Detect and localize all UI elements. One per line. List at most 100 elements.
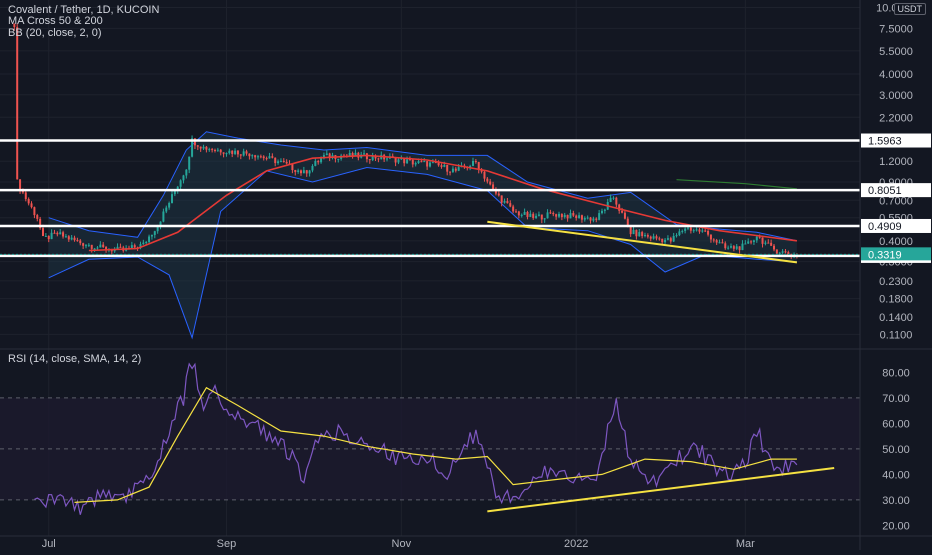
candle-body [589, 217, 592, 221]
time-tick-label: Sep [217, 538, 237, 550]
level-label: 1.5963 [868, 136, 902, 148]
candle-body [90, 244, 93, 249]
candle-body [274, 157, 277, 164]
candle-body [282, 160, 285, 162]
rsi-label[interactable]: RSI (14, close, SMA, 14, 2) [8, 353, 142, 365]
candle-body [87, 244, 90, 246]
candle-body [176, 186, 179, 191]
candle-body [162, 211, 165, 222]
bollinger-label[interactable]: BB (20, close, 2, 0) [8, 27, 102, 39]
candle-body [486, 178, 489, 182]
candle-body [76, 240, 79, 242]
candle-body [133, 245, 136, 248]
candle-body [755, 236, 758, 241]
candle-body [675, 235, 678, 237]
candle-body [148, 236, 151, 242]
candle-body [741, 243, 744, 251]
price-tick-label: 0.1800 [879, 294, 913, 306]
candle-body [328, 153, 331, 159]
candle-body [305, 170, 308, 174]
candle-body [225, 153, 228, 155]
candle-body [635, 229, 638, 237]
candle-body [724, 243, 727, 249]
candle-body [363, 153, 366, 155]
candle-body [105, 247, 108, 251]
candle-body [202, 146, 205, 149]
rsi-trendline[interactable] [487, 467, 835, 513]
candle-body [50, 232, 53, 240]
candle-body [469, 165, 472, 168]
trendline-layer [487, 220, 798, 264]
candle-body [500, 195, 503, 203]
level-label-box [861, 133, 931, 148]
candle-body [417, 161, 420, 164]
candle-body [560, 213, 563, 218]
candle-body [291, 163, 294, 171]
candle-body [600, 210, 604, 214]
candle-body [529, 213, 532, 217]
candle-body [629, 225, 632, 235]
candle-body [70, 237, 73, 240]
candle-body [188, 156, 191, 170]
candle-body [271, 156, 274, 158]
candle-body [420, 161, 423, 163]
candle-body [532, 213, 535, 218]
candle-body [612, 197, 615, 199]
rsi-tick-label: 70.00 [882, 393, 910, 405]
candle-body [727, 247, 730, 249]
candle-body [139, 244, 142, 249]
candle-body [302, 170, 305, 174]
candle-body [47, 235, 50, 240]
rsi-tick-label: 40.00 [882, 469, 910, 481]
candle-body [245, 151, 248, 154]
candle-body [431, 162, 434, 164]
candle-body [248, 153, 251, 157]
candle-body [437, 162, 440, 166]
candle-body [615, 197, 618, 205]
candle-body [509, 203, 512, 207]
ma-cross-label[interactable]: MA Cross 50 & 200 [8, 15, 103, 27]
candle-body [489, 181, 492, 185]
price-trendline[interactable] [487, 220, 798, 264]
candle-body [580, 215, 583, 220]
candle-body [512, 206, 515, 212]
candle-body [709, 234, 712, 240]
candle-body [27, 199, 30, 204]
candle-body [546, 212, 549, 219]
candle-body [179, 180, 182, 187]
candle-body [661, 238, 664, 243]
candle-body [185, 169, 188, 176]
price-tick-label: 0.4000 [879, 236, 913, 248]
candle-body [449, 171, 452, 173]
candle-body [213, 149, 217, 151]
price-tick-label: 2.2000 [879, 112, 913, 124]
candle-body [732, 246, 735, 249]
candle-body [423, 161, 426, 163]
candle-body [503, 201, 506, 203]
candle-body [684, 228, 687, 231]
candle-body [721, 242, 724, 244]
candle-body [632, 229, 635, 235]
currency-badge[interactable]: USDT [893, 3, 926, 15]
candle-body [686, 227, 690, 229]
candle-body [666, 238, 669, 240]
candle-body [199, 146, 202, 149]
candle-body [36, 215, 39, 219]
candle-body [170, 194, 174, 203]
candle-body [784, 251, 787, 253]
candle-body [672, 235, 675, 242]
level-label: 0.4909 [868, 221, 902, 233]
candle-body [173, 190, 176, 195]
candle-body [707, 230, 710, 235]
candle-body [82, 243, 85, 246]
candle-body [492, 184, 495, 189]
candle-body [33, 207, 36, 216]
candle-body [16, 27, 19, 180]
candle-body [752, 240, 755, 242]
candle-body [79, 240, 82, 244]
candle-body [294, 170, 297, 172]
bollinger-upper-line [48, 131, 798, 242]
candle-body [712, 239, 715, 241]
